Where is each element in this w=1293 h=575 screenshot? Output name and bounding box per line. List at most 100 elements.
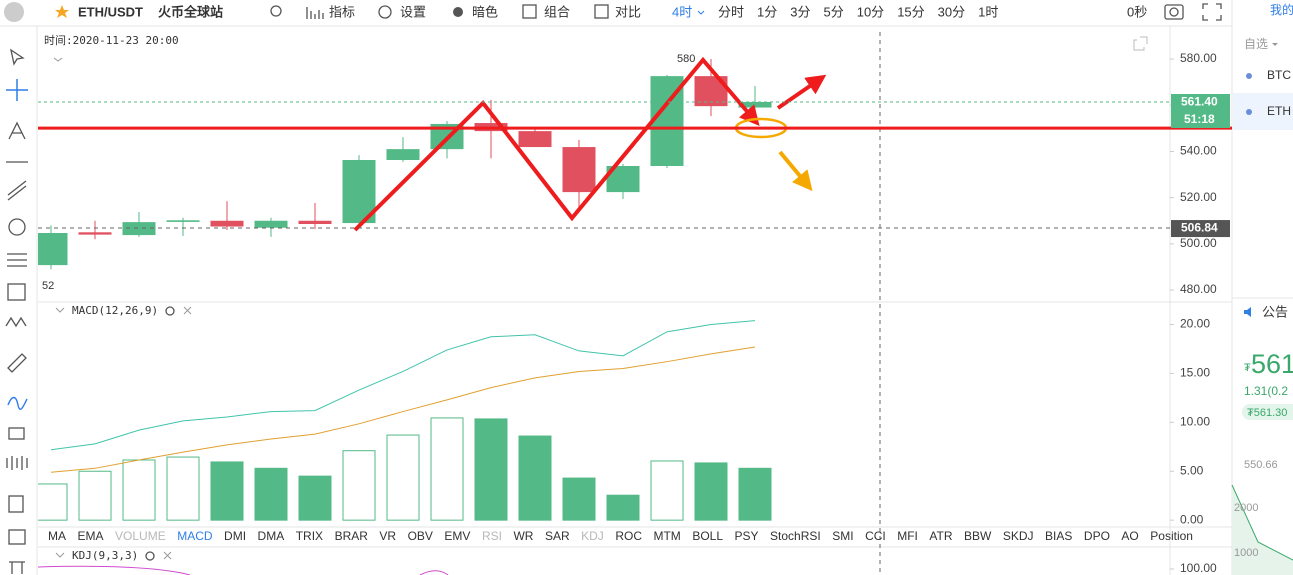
fullscreen-icon[interactable] xyxy=(1202,3,1222,21)
down-arrow xyxy=(778,150,813,192)
shape-tool[interactable] xyxy=(8,218,26,236)
menu-item[interactable]: 指标 xyxy=(329,4,355,19)
drawing-tools xyxy=(5,48,28,574)
interval-active[interactable]: 4时 xyxy=(672,4,692,19)
sidebar-tab[interactable]: 我的 xyxy=(1270,2,1293,17)
expand-pane[interactable] xyxy=(1133,36,1148,51)
price-pill xyxy=(1242,404,1293,420)
menu-item[interactable]: 暗色 xyxy=(472,4,498,19)
symbol-row[interactable]: ETH xyxy=(1267,104,1291,118)
indicator-tab[interactable]: EMV xyxy=(444,529,470,543)
text-tool[interactable] xyxy=(8,121,26,140)
mini-tick: 550.66 xyxy=(1244,459,1278,471)
indicator-tab[interactable]: OBV xyxy=(408,529,433,543)
interval[interactable]: 1时 xyxy=(978,4,998,19)
indicator-tab[interactable]: DMI xyxy=(224,529,246,543)
macd-bar xyxy=(342,450,376,521)
interval[interactable]: 30分 xyxy=(938,4,965,19)
compare-icon xyxy=(594,4,609,19)
interval[interactable]: 3分 xyxy=(790,4,810,19)
collapse[interactable] xyxy=(55,552,65,558)
brush-tool[interactable] xyxy=(7,396,28,410)
crosshair-tool[interactable] xyxy=(6,79,28,101)
indicator-tab[interactable]: MTM xyxy=(653,529,680,543)
mini-line xyxy=(1231,484,1293,561)
indicator-tab[interactable]: BIAS xyxy=(1045,529,1072,543)
symbol[interactable]: ETH/USDT xyxy=(78,4,143,19)
interval[interactable]: 1分 xyxy=(757,4,777,19)
indicator-tab[interactable]: TRIX xyxy=(296,529,323,543)
y-tick-label: 100.00 xyxy=(1180,561,1217,575)
indicator-tab[interactable]: BBW xyxy=(964,529,992,543)
y-tick-label: 5.00 xyxy=(1180,463,1204,477)
notice[interactable]: 公告 xyxy=(1262,304,1288,319)
ruler-tool[interactable] xyxy=(7,353,27,373)
indicator-tab[interactable]: ROC xyxy=(615,529,642,543)
indicator-tab[interactable]: DPO xyxy=(1084,529,1110,543)
indicator-tab[interactable]: BRAR xyxy=(335,529,369,543)
indicator-tab[interactable]: DMA xyxy=(258,529,285,543)
intervals: 分时 1分 3分 5分 10分 15分 30分 1时 xyxy=(718,4,998,19)
indicator-tab[interactable]: SMI xyxy=(832,529,853,543)
last-price-label: 561.40 xyxy=(1181,95,1218,109)
cursor-tool[interactable] xyxy=(10,48,25,66)
pattern-tool[interactable] xyxy=(5,316,27,328)
template-tool[interactable] xyxy=(8,495,24,513)
candle-body xyxy=(166,220,200,222)
interval[interactable]: 15分 xyxy=(897,4,924,19)
indicator-tab[interactable]: WR xyxy=(513,529,533,543)
indicator-tab[interactable]: VOLUME xyxy=(115,529,166,543)
magnet-tool[interactable] xyxy=(6,456,28,470)
coin-icon xyxy=(1246,73,1252,79)
menu-item[interactable]: 组合 xyxy=(544,4,570,19)
dea-line xyxy=(50,346,756,473)
indicator-tab[interactable]: RSI xyxy=(482,529,502,543)
interval[interactable]: 10分 xyxy=(857,4,884,19)
collapse[interactable] xyxy=(55,307,65,313)
close-icon[interactable] xyxy=(183,306,192,315)
indicator-tab[interactable]: BOLL xyxy=(692,529,723,543)
combo-icon xyxy=(522,4,537,19)
gann-tool[interactable] xyxy=(7,283,26,301)
indicator-tab[interactable]: EMA xyxy=(78,529,104,543)
fib-tool[interactable] xyxy=(7,253,27,267)
indicator-tab[interactable]: StochRSI xyxy=(770,529,821,543)
indicator-tab[interactable]: SKDJ xyxy=(1003,529,1034,543)
interval[interactable]: 分时 xyxy=(718,4,744,19)
close-icon[interactable] xyxy=(163,551,172,560)
selected-row xyxy=(1233,93,1293,130)
mini-tick: 1000 xyxy=(1234,547,1258,559)
trash-tool[interactable] xyxy=(9,561,25,574)
last-price-tag xyxy=(1171,94,1230,112)
indicator-tab[interactable]: SAR xyxy=(545,529,570,543)
search-icon[interactable] xyxy=(270,5,282,17)
menu-item[interactable]: 设置 xyxy=(400,4,426,19)
indicator-tab[interactable]: MFI xyxy=(897,529,918,543)
camera-icon[interactable] xyxy=(1164,4,1184,20)
settings-icon[interactable] xyxy=(165,306,175,316)
indicator-tab[interactable]: VR xyxy=(379,529,396,543)
indicator-tab[interactable]: Position xyxy=(1150,529,1193,543)
macd-bar xyxy=(650,460,684,521)
interval[interactable]: 5分 xyxy=(823,4,843,19)
symbol-row[interactable]: BTC xyxy=(1267,68,1291,82)
y-tick-label: 20.00 xyxy=(1180,317,1210,331)
camera-lens xyxy=(1169,7,1179,17)
collapse[interactable] xyxy=(53,57,63,62)
calendar-tool[interactable] xyxy=(8,529,26,545)
indicator-tab[interactable]: MA xyxy=(48,529,66,543)
indicator-tab[interactable]: ATR xyxy=(929,529,952,543)
refresh[interactable]: 0秒 xyxy=(1127,4,1147,19)
indicator-tab[interactable]: CCI xyxy=(865,529,886,543)
macd-bar xyxy=(298,475,332,521)
indicator-tab[interactable]: PSY xyxy=(735,529,759,543)
watchlist[interactable]: 自选 xyxy=(1244,37,1268,51)
lock-tool[interactable] xyxy=(8,427,25,440)
indicator-tab[interactable]: KDJ xyxy=(581,529,604,543)
indicator-tab[interactable]: MACD xyxy=(177,529,213,543)
star-icon[interactable] xyxy=(55,5,69,18)
channel-tool[interactable] xyxy=(7,180,27,201)
settings-icon[interactable] xyxy=(145,551,155,561)
indicator-tab[interactable]: AO xyxy=(1121,529,1138,543)
menu-item[interactable]: 对比 xyxy=(615,4,641,19)
